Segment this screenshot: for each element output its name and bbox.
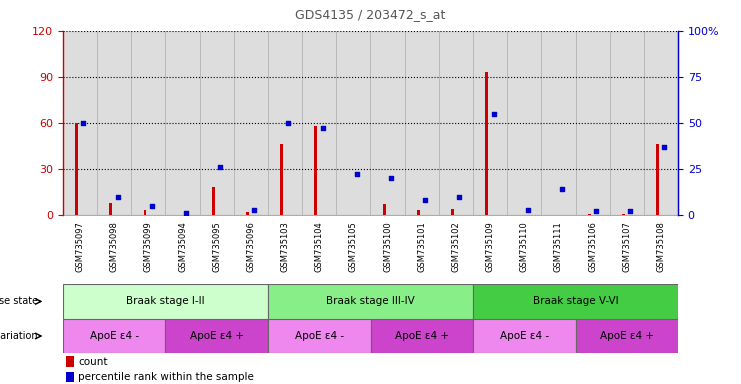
Point <box>112 194 124 200</box>
Bar <box>110 203 112 215</box>
Point <box>146 203 158 209</box>
Point <box>214 164 226 170</box>
Text: Braak stage III-IV: Braak stage III-IV <box>326 296 415 306</box>
Point <box>419 197 431 204</box>
Bar <box>246 212 249 215</box>
Bar <box>144 210 147 215</box>
Text: ApoE ε4 -: ApoE ε4 - <box>90 331 139 341</box>
Bar <box>473 319 576 353</box>
Bar <box>314 126 317 215</box>
Point <box>453 194 465 200</box>
Bar <box>576 319 678 353</box>
Text: ApoE ε4 -: ApoE ε4 - <box>295 331 344 341</box>
Bar <box>212 187 215 215</box>
Bar <box>165 31 199 215</box>
Text: disease state: disease state <box>0 296 38 306</box>
Bar <box>542 31 576 215</box>
Bar <box>63 31 97 215</box>
Bar <box>610 31 644 215</box>
Point <box>316 125 328 131</box>
Bar <box>280 144 283 215</box>
Text: Braak stage I-II: Braak stage I-II <box>126 296 205 306</box>
Bar <box>439 31 473 215</box>
Bar <box>268 31 302 215</box>
Point <box>624 208 636 214</box>
Bar <box>507 31 542 215</box>
Point <box>659 144 671 150</box>
Bar <box>588 214 591 215</box>
Bar <box>417 210 419 215</box>
Text: ApoE ε4 +: ApoE ε4 + <box>599 331 654 341</box>
Bar <box>234 31 268 215</box>
Text: Braak stage V-VI: Braak stage V-VI <box>533 296 618 306</box>
Text: ApoE ε4 +: ApoE ε4 + <box>190 331 244 341</box>
Bar <box>165 319 268 353</box>
Bar <box>656 144 659 215</box>
Text: percentile rank within the sample: percentile rank within the sample <box>79 372 254 382</box>
Bar <box>66 372 74 382</box>
Point <box>351 171 363 177</box>
Bar <box>302 31 336 215</box>
Point <box>590 208 602 214</box>
Bar <box>473 31 507 215</box>
Text: ApoE ε4 +: ApoE ε4 + <box>395 331 449 341</box>
Point <box>556 186 568 192</box>
Bar <box>199 31 234 215</box>
Text: GDS4135 / 203472_s_at: GDS4135 / 203472_s_at <box>296 8 445 21</box>
Bar <box>268 284 473 319</box>
Bar <box>131 31 165 215</box>
Bar <box>63 319 165 353</box>
Bar <box>473 284 678 319</box>
Point <box>78 120 90 126</box>
Bar <box>383 204 385 215</box>
Bar <box>76 123 78 215</box>
Point <box>248 207 260 213</box>
Point <box>282 120 294 126</box>
Point <box>180 210 192 216</box>
Point <box>385 175 397 181</box>
Bar <box>622 214 625 215</box>
Bar <box>405 31 439 215</box>
Text: ApoE ε4 -: ApoE ε4 - <box>499 331 549 341</box>
Bar <box>97 31 131 215</box>
Bar <box>485 72 488 215</box>
Bar <box>576 31 610 215</box>
Bar <box>644 31 678 215</box>
Text: genotype/variation: genotype/variation <box>0 331 38 341</box>
Bar <box>336 31 370 215</box>
Bar <box>370 319 473 353</box>
Bar <box>451 209 454 215</box>
Bar <box>66 356 74 367</box>
Point <box>522 207 534 213</box>
Point <box>488 111 499 117</box>
Bar <box>63 284 268 319</box>
Text: count: count <box>79 357 108 367</box>
Bar <box>370 31 405 215</box>
Bar <box>268 319 370 353</box>
